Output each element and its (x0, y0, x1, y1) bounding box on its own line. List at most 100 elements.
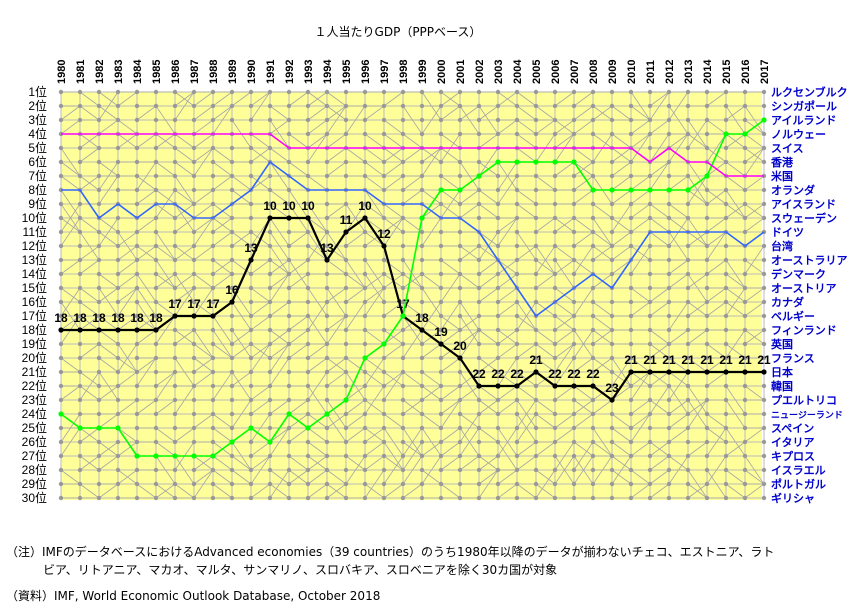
background-point (723, 89, 729, 95)
background-line (60, 385, 81, 401)
y-tick-label: 23位 (22, 392, 47, 407)
background-line (573, 357, 594, 373)
background-point (172, 89, 178, 95)
background-line (440, 147, 461, 163)
background-point (229, 411, 235, 417)
background-line (155, 371, 176, 401)
background-line (554, 343, 575, 373)
background-line (535, 441, 556, 457)
legend-label: ノルウェー (771, 128, 826, 141)
background-line (402, 329, 423, 359)
background-line (535, 483, 556, 499)
background-point (267, 397, 273, 403)
background-point (362, 103, 368, 109)
background-point (590, 425, 596, 431)
background-point (362, 257, 368, 263)
background-point (381, 131, 387, 137)
background-point (438, 355, 444, 361)
series-日本-point (229, 299, 235, 305)
background-point (248, 159, 254, 165)
background-point (305, 257, 311, 263)
background-line (364, 147, 385, 163)
background-point (381, 215, 387, 221)
background-point (381, 495, 387, 501)
background-line (269, 245, 290, 275)
background-point (343, 355, 349, 361)
background-line (117, 273, 138, 289)
background-point (115, 159, 121, 165)
background-line (440, 315, 461, 331)
background-line (649, 371, 670, 387)
background-point (77, 495, 83, 501)
background-line (592, 441, 613, 457)
background-point (476, 313, 482, 319)
background-line (668, 371, 689, 401)
background-point (77, 159, 83, 165)
background-line (117, 231, 138, 261)
background-point (495, 103, 501, 109)
background-point (552, 103, 558, 109)
background-point (172, 439, 178, 445)
background-line (516, 413, 537, 443)
background-point (96, 173, 102, 179)
background-point (362, 481, 368, 487)
background-line (725, 161, 746, 177)
background-point (305, 173, 311, 179)
background-line (79, 245, 100, 261)
background-point (457, 131, 463, 137)
background-line (535, 273, 556, 289)
background-point (305, 285, 311, 291)
background-point (590, 439, 596, 445)
background-point (286, 271, 292, 277)
series-日本-point (571, 383, 577, 389)
background-point (400, 243, 406, 249)
background-point (514, 481, 520, 487)
background-line (174, 91, 195, 107)
series-アイルランド-point (248, 425, 254, 431)
background-point (495, 271, 501, 277)
background-line (364, 427, 385, 443)
series-米国-line (61, 133, 764, 177)
background-point (495, 89, 501, 95)
x-tick-label: 1994 (322, 59, 334, 84)
background-point (115, 89, 121, 95)
background-point (590, 495, 596, 501)
background-point (533, 103, 539, 109)
background-line (744, 147, 765, 177)
background-point (191, 439, 197, 445)
data-label: 19 (434, 325, 448, 339)
background-line (497, 483, 518, 499)
background-point (58, 299, 64, 305)
background-line (725, 105, 746, 135)
background-point (571, 439, 577, 445)
background-point (134, 467, 140, 473)
background-line (497, 119, 518, 135)
background-point (134, 411, 140, 417)
background-point (533, 285, 539, 291)
background-line (744, 175, 765, 191)
background-point (191, 89, 197, 95)
background-point (58, 215, 64, 221)
background-point (704, 411, 710, 417)
background-point (286, 383, 292, 389)
background-line (174, 427, 195, 443)
background-point (476, 481, 482, 487)
series-アイルランド-point (362, 355, 368, 361)
background-point (590, 411, 596, 417)
background-point (514, 201, 520, 207)
background-point (343, 481, 349, 487)
background-point (229, 257, 235, 263)
background-line (60, 315, 81, 331)
background-point (666, 257, 672, 263)
background-point (419, 299, 425, 305)
background-point (343, 103, 349, 109)
background-point (685, 215, 691, 221)
background-point (457, 229, 463, 235)
background-line (706, 217, 727, 233)
series-日本-point (96, 327, 102, 333)
background-line (573, 259, 594, 275)
background-line (630, 469, 651, 485)
background-line (60, 203, 81, 233)
background-point (647, 439, 653, 445)
background-line (326, 133, 347, 149)
